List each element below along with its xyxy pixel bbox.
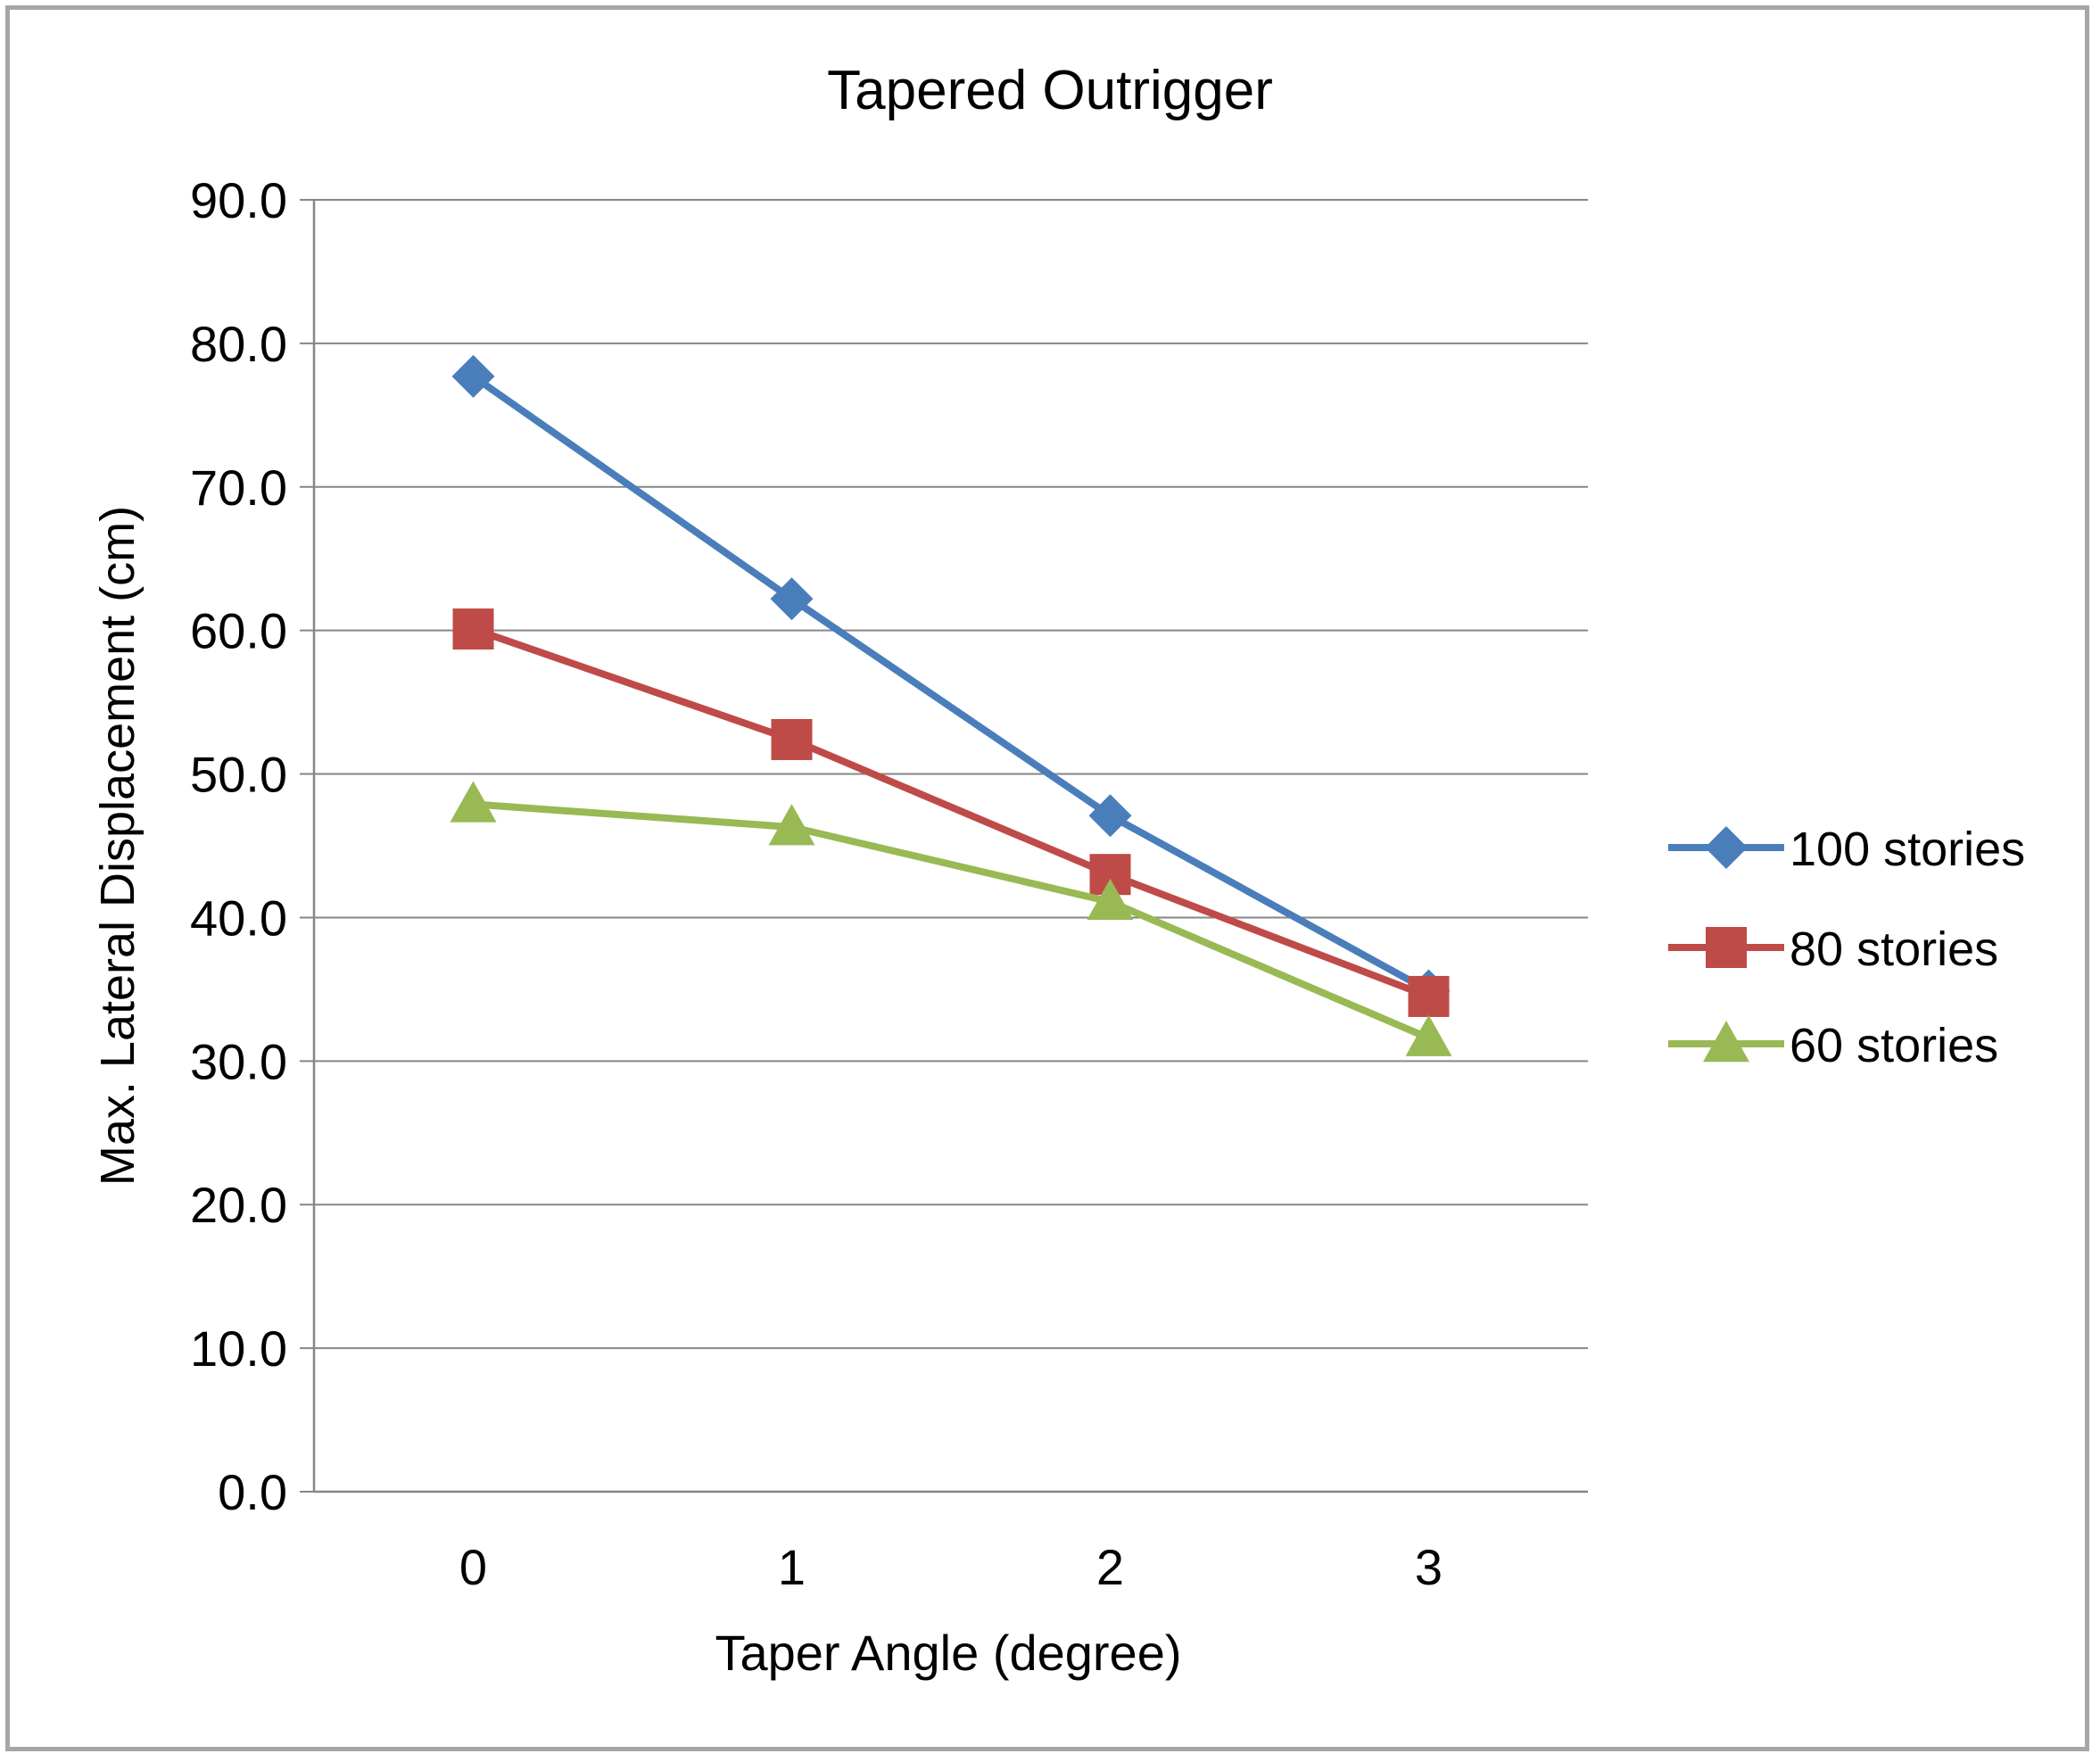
series-line: [473, 800, 1431, 1042]
legend-label: 100 stories: [1790, 823, 2025, 876]
chart-title: Tapered Outrigger: [827, 60, 1273, 121]
legend: 100 stories 80 stories 60 stories: [1668, 823, 2025, 1072]
series-60-stories: [450, 781, 1452, 1056]
legend-marker: [1703, 1021, 1749, 1063]
chart-frame: [5, 5, 2089, 1751]
y-tick-label: 70.0: [190, 459, 287, 516]
legend-item: 60 stories: [1668, 1019, 1998, 1072]
series-line: [472, 625, 1430, 1000]
data-point: [1408, 975, 1450, 1017]
legend-item: 100 stories: [1668, 823, 2025, 876]
axes: [312, 200, 1588, 1493]
y-tick-labels: 0.0 10.0 20.0 30.0 40.0 50.0 60.0 70.0 80.0 90.0: [190, 172, 287, 1520]
x-axis-label: Taper Angle (degree): [715, 1625, 1181, 1681]
data-point: [452, 608, 494, 650]
data-point: [451, 354, 495, 398]
y-tick-label: 30.0: [190, 1033, 287, 1089]
data-point: [771, 718, 813, 760]
data-point: [1405, 1014, 1452, 1056]
y-tick-label: 80.0: [190, 316, 287, 372]
data-point: [1088, 794, 1132, 838]
y-axis-label: Max. Lateral Displacement (cm): [91, 506, 145, 1186]
data-point: [770, 577, 814, 621]
x-tick-labels: 0 1 2 3: [459, 1539, 1443, 1595]
legend-label: 60 stories: [1790, 1019, 1998, 1072]
legend-item: 80 stories: [1668, 922, 1998, 976]
x-tick-label: 1: [778, 1539, 806, 1595]
x-tick-label: 0: [459, 1539, 487, 1595]
y-tick-label: 0.0: [218, 1464, 287, 1520]
legend-label: 80 stories: [1790, 922, 1998, 976]
y-tick-label: 60.0: [190, 603, 287, 659]
data-point: [450, 781, 497, 823]
series-100-stories: [451, 354, 1451, 1013]
series-lines: [450, 354, 1452, 1056]
legend-marker: [1706, 927, 1747, 968]
series-line: [471, 373, 1431, 995]
y-tick-label: 20.0: [190, 1177, 287, 1233]
x-tick-label: 2: [1096, 1539, 1124, 1595]
data-point: [1087, 878, 1134, 921]
series-80-stories: [452, 608, 1450, 1017]
y-tick-label: 50.0: [190, 747, 287, 803]
x-tick-label: 3: [1415, 1539, 1443, 1595]
y-tick-label: 40.0: [190, 889, 287, 946]
y-tick-label: 10.0: [190, 1320, 287, 1377]
legend-marker: [1705, 826, 1748, 869]
data-point: [768, 804, 815, 846]
y-tick-label: 90.0: [190, 172, 287, 228]
